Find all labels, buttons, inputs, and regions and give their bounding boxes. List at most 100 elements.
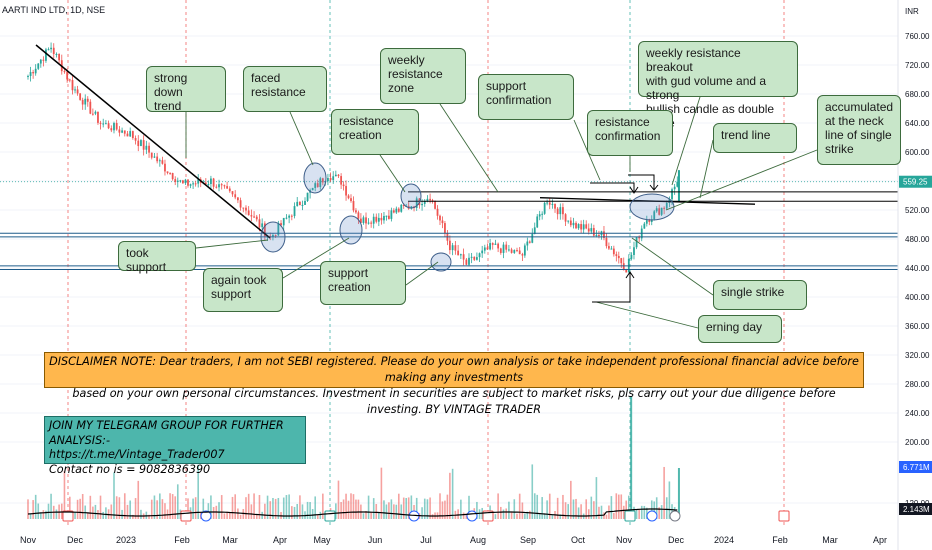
candle-body <box>296 201 299 207</box>
volume-bar <box>643 505 646 519</box>
volume-bar <box>615 493 618 519</box>
candle-body <box>546 202 549 204</box>
candle-body <box>454 245 457 251</box>
candle-body <box>255 216 258 220</box>
volume-bar <box>431 514 434 519</box>
highlight-circle <box>339 215 363 245</box>
volume-bar <box>529 510 531 519</box>
volume-bar <box>613 513 615 519</box>
trend-line <box>539 197 756 205</box>
candle-body <box>592 228 595 236</box>
candle-body <box>436 208 439 216</box>
candle-body <box>543 202 546 214</box>
time-tick-label: Jun <box>368 535 383 545</box>
volume-bar <box>575 498 577 519</box>
highlight-circle <box>629 193 675 221</box>
candle-body <box>231 191 234 195</box>
candle-body <box>89 101 92 114</box>
candle-body <box>301 204 304 206</box>
candle-body <box>236 197 239 201</box>
candle-body <box>459 254 462 256</box>
time-tick-label: Aug <box>470 535 486 545</box>
candle-body <box>377 217 380 222</box>
candle-body <box>465 259 468 265</box>
candle-body <box>521 254 524 256</box>
price-tick-label: 360.00 <box>905 322 930 331</box>
candle-body <box>118 129 121 133</box>
volume-bar <box>264 503 266 519</box>
volume-bar <box>622 505 625 519</box>
symbol-title: AARTI IND LTD, 1D, NSE <box>2 5 106 15</box>
time-tick-label: Apr <box>873 535 887 545</box>
down-trend-line <box>35 44 271 239</box>
candle-body <box>655 208 658 212</box>
time-tick-label: Apr <box>273 535 287 545</box>
volume-bar <box>541 497 543 519</box>
price-tick-label: 200.00 <box>905 438 930 447</box>
candle-body <box>263 223 266 237</box>
candle-body <box>113 123 115 131</box>
volume-bar <box>665 497 668 519</box>
volume-bar <box>250 504 253 519</box>
volume-bar <box>299 495 301 519</box>
volume-bar <box>375 504 378 519</box>
disclaimer-note: DISCLAIMER NOTE: Dear traders, I am not … <box>44 352 864 416</box>
candle-body <box>554 203 556 209</box>
volume-bar <box>610 496 613 519</box>
volume-bar <box>137 480 140 519</box>
volume-bar <box>421 507 423 519</box>
volume-bar <box>123 493 126 519</box>
candle-body <box>210 178 212 185</box>
time-tick-label: May <box>313 535 331 545</box>
callout-pointer <box>439 103 499 193</box>
candle-body <box>676 181 679 187</box>
volume-bar <box>478 509 481 519</box>
candle-body <box>510 249 513 253</box>
volume-bar <box>220 495 223 519</box>
candle-body <box>150 152 153 158</box>
volume-bar <box>234 494 236 519</box>
volume-bar <box>174 496 177 519</box>
breakout-candle <box>677 170 680 202</box>
candle-body <box>316 183 319 188</box>
volume-bar <box>226 511 228 519</box>
volume-bar <box>449 472 451 519</box>
candle-body <box>513 250 516 253</box>
event-marker <box>624 510 636 522</box>
candle-body <box>220 184 223 186</box>
time-tick-label: 2023 <box>116 535 136 545</box>
price-axis: 760.00720.00680.00640.00600.00560.00520.… <box>897 0 932 550</box>
volume-bar <box>460 499 462 519</box>
callout-took-support: took support <box>118 241 196 274</box>
candle-body <box>34 68 37 74</box>
candle-body <box>431 200 434 202</box>
volume-ma-badge-text: 2.143M <box>903 505 930 514</box>
volume-bar <box>543 513 546 519</box>
time-tick-label: Nov <box>20 535 37 545</box>
candle-body <box>564 214 567 222</box>
volume-bar <box>536 494 539 519</box>
volume-bar <box>337 480 340 519</box>
volume-bar <box>50 493 52 519</box>
candle-body <box>505 244 508 250</box>
volume-bar <box>86 512 89 519</box>
highlight-circle <box>430 252 452 272</box>
volume-bar <box>513 499 516 519</box>
volume-bar <box>176 484 179 519</box>
volume-bar <box>105 507 107 519</box>
candle-body <box>86 98 89 102</box>
candle-body <box>58 53 61 61</box>
volume-bar <box>239 514 242 519</box>
volume-bar <box>516 513 518 519</box>
candle-body <box>319 178 322 188</box>
time-tick-label: Mar <box>822 535 838 545</box>
volume-bar <box>306 501 309 519</box>
candle-body <box>434 200 436 209</box>
candle-body <box>663 207 666 209</box>
volume-bar <box>231 496 234 519</box>
candle-body <box>245 207 247 211</box>
volume-bar <box>194 497 197 519</box>
candle-body <box>52 47 55 55</box>
volume-bar <box>148 514 150 519</box>
volume-bar <box>658 507 660 519</box>
